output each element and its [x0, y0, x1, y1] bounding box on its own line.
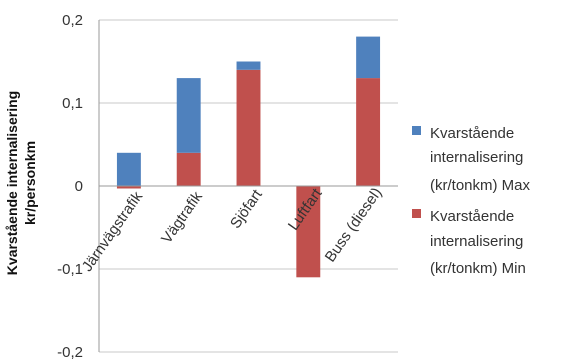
category-label: Buss (diesel) [322, 185, 386, 266]
legend-max-line2: internalisering [430, 149, 523, 166]
y-tick-label: 0,1 [62, 95, 83, 112]
y-tick-label: -0,1 [57, 261, 83, 278]
legend-max-line3: (kr/tonkm) Max [430, 177, 531, 194]
bar-max [236, 61, 261, 70]
category-label: Sjöfart [227, 186, 266, 232]
category-label: Järnvägstrafik [79, 188, 147, 275]
axes [98, 20, 398, 352]
legend: Kvarstående internalisering (kr/tonkm) M… [412, 125, 531, 277]
bars [116, 36, 381, 278]
bar-min [356, 78, 381, 186]
bar-min [176, 152, 201, 186]
bar-min [296, 186, 321, 278]
bar-max [176, 78, 201, 153]
legend-min-line2: internalisering [430, 233, 523, 250]
category-labels: Järnvägstrafik Vägtrafik Sjöfart LuftfartBu… [79, 185, 386, 275]
y-tick-label: -0,2 [57, 344, 83, 361]
legend-swatch-min [412, 209, 421, 218]
legend-min-line3: (kr/tonkm) Min [430, 260, 526, 277]
legend-max-line1: Kvarstående [430, 125, 514, 142]
y-tick-label: 0,2 [62, 12, 83, 29]
y-axis-label-line2: kr/personkm [22, 141, 38, 225]
legend-min-line1: Kvarstående [430, 208, 514, 225]
y-tick-labels: -0,2 -0,1 0 0,1 0,2 [57, 12, 83, 361]
legend-swatch-max [412, 126, 421, 135]
y-axis-label-line1: Kvarstående internalisering [4, 91, 20, 275]
y-tick-label: 0 [75, 178, 83, 195]
bar-min [236, 69, 261, 186]
category-label: Vägtrafik [158, 188, 206, 247]
bar-max [116, 152, 141, 186]
bar-min [116, 186, 141, 189]
bar-max [356, 36, 381, 79]
